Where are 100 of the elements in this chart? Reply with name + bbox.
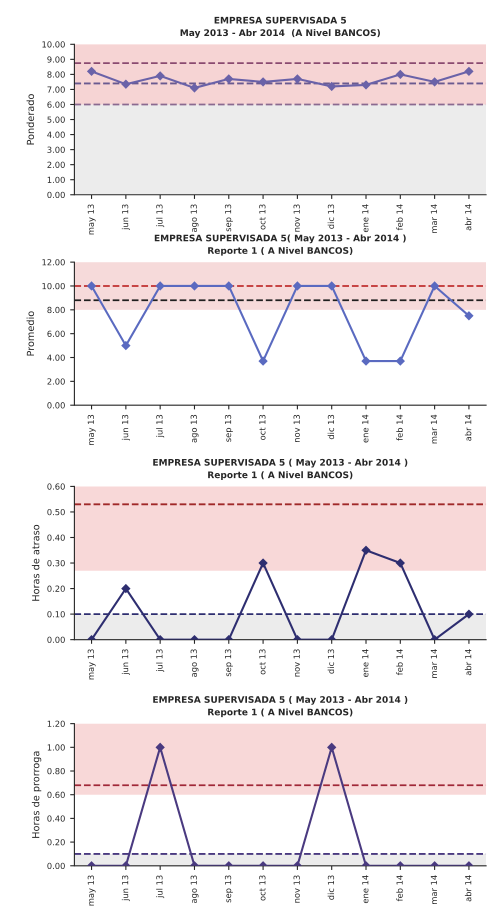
x-tick-label: abr 14 bbox=[464, 204, 472, 230]
x-tick-label: may 13 bbox=[88, 414, 96, 445]
chart-title: EMPRESA SUPERVISADA 5 ( May 2013 - Abr 2014 ) bbox=[153, 458, 408, 468]
chart-subtitle: Reporte 1 ( A Nivel BANCOS) bbox=[208, 708, 352, 718]
y-axis-title: Horas de atraso bbox=[32, 524, 40, 601]
x-tick-label: nov 13 bbox=[294, 875, 300, 903]
chart-title: EMPRESA SUPERVISADA 5 bbox=[214, 16, 346, 24]
chart-title: EMPRESA SUPERVISADA 5 ( May 2013 - Abr 2014 ) bbox=[153, 696, 408, 705]
y-tick-label: 2.00 bbox=[47, 162, 65, 168]
x-tick-label: feb 14 bbox=[396, 649, 403, 676]
y-tick-label: 0.10 bbox=[47, 611, 65, 618]
point bbox=[327, 82, 336, 91]
chart-subtitle: Reporte 1 ( A Nivel BANCOS) bbox=[208, 246, 352, 256]
point bbox=[258, 558, 268, 568]
x-tick-label: jul 13 bbox=[156, 875, 164, 898]
y-tick-label: 1.00 bbox=[48, 744, 65, 751]
point bbox=[362, 356, 370, 366]
point bbox=[156, 282, 165, 290]
y-tick-label: 8.00 bbox=[47, 306, 65, 314]
x-tick-label: dic 13 bbox=[328, 875, 334, 900]
x-tick-label: jun 13 bbox=[122, 875, 130, 902]
point bbox=[362, 80, 370, 90]
y-tick-label: 0.50 bbox=[47, 508, 65, 516]
x-tick-label: mar 14 bbox=[430, 649, 438, 678]
y-tick-label: 7.00 bbox=[48, 86, 65, 93]
point bbox=[224, 74, 234, 84]
x-tick-label: abr 14 bbox=[464, 649, 472, 676]
point bbox=[292, 282, 302, 290]
x-tick-label: jul 13 bbox=[156, 414, 164, 438]
point bbox=[464, 66, 474, 76]
x-tick-label: nov 13 bbox=[294, 414, 300, 442]
x-tick-label: may 13 bbox=[88, 204, 96, 234]
y-axis-title: Horas de prorroga bbox=[32, 751, 42, 838]
y-tick-label: 0.40 bbox=[47, 534, 65, 541]
y-tick-label: 6.00 bbox=[47, 330, 65, 337]
chart-subtitle: May 2013 - Abr 2014 (A Nivel BANCOS) bbox=[180, 29, 380, 38]
y-tick-label: 10.00 bbox=[42, 41, 65, 48]
x-tick-label: ene 14 bbox=[362, 204, 368, 232]
point bbox=[224, 282, 234, 290]
x-tick-label: jun 13 bbox=[122, 204, 130, 230]
y-tick-label: 4.00 bbox=[47, 132, 65, 138]
y-tick-label: 1.00 bbox=[48, 176, 65, 183]
y-tick-label: 0.30 bbox=[47, 560, 65, 566]
chart-subtitle: Reporte 1 ( A Nivel BANCOS) bbox=[208, 471, 352, 480]
y-tick-label: 6.00 bbox=[47, 101, 65, 108]
x-tick-label: ago 13 bbox=[190, 649, 199, 677]
x-tick-label: ago 13 bbox=[190, 414, 199, 442]
y-tick-label: 0.00 bbox=[47, 862, 65, 870]
x-tick-label: sep 13 bbox=[224, 649, 233, 676]
x-tick-label: mar 14 bbox=[430, 204, 438, 233]
x-tick-label: ago 13 bbox=[190, 204, 199, 232]
y-tick-label: 9.00 bbox=[47, 56, 65, 63]
chart-title: EMPRESA SUPERVISADA 5( May 2013 - Abr 2014 ) bbox=[154, 234, 406, 244]
point bbox=[121, 80, 130, 89]
point bbox=[396, 558, 405, 568]
x-tick-label: ago 13 bbox=[190, 875, 199, 904]
point bbox=[156, 71, 165, 80]
y-tick-label: 4.00 bbox=[47, 354, 65, 361]
y-tick-label: 1.20 bbox=[48, 720, 65, 727]
y-tick-label: 0.00 bbox=[47, 192, 65, 198]
x-tick-label: dic 13 bbox=[328, 204, 334, 229]
y-tick-label: 12.00 bbox=[42, 259, 65, 266]
x-tick-label: abr 14 bbox=[464, 875, 472, 902]
y-tick-label: 0.60 bbox=[47, 483, 65, 490]
y-axis-title: Promedio bbox=[26, 311, 34, 356]
x-tick-label: feb 14 bbox=[396, 204, 403, 230]
x-tick-label: mar 14 bbox=[430, 414, 438, 444]
y-tick-label: 0.20 bbox=[47, 839, 65, 846]
point bbox=[430, 77, 440, 86]
x-tick-label: jul 13 bbox=[156, 649, 164, 672]
y-tick-label: 2.00 bbox=[47, 378, 65, 385]
point bbox=[464, 311, 474, 320]
y-tick-label: 0.20 bbox=[47, 586, 65, 592]
y-tick-label: 10.00 bbox=[42, 282, 65, 290]
x-tick-label: abr 14 bbox=[464, 414, 472, 441]
point bbox=[258, 356, 268, 366]
x-tick-label: mar 14 bbox=[430, 875, 438, 904]
x-tick-label: dic 13 bbox=[328, 414, 334, 440]
point bbox=[121, 584, 130, 594]
x-tick-label: jun 13 bbox=[122, 649, 130, 675]
point bbox=[292, 74, 302, 84]
y-tick-label: 0.40 bbox=[47, 815, 65, 822]
x-tick-label: ene 14 bbox=[362, 649, 368, 677]
x-tick-label: oct 13 bbox=[259, 204, 266, 230]
x-tick-label: may 13 bbox=[88, 649, 96, 680]
point bbox=[190, 282, 199, 290]
y-axis-title: Ponderado bbox=[26, 94, 34, 144]
point bbox=[190, 83, 199, 92]
x-tick-label: ene 14 bbox=[362, 414, 368, 443]
x-tick-label: jul 13 bbox=[156, 204, 164, 228]
x-tick-label: sep 13 bbox=[224, 414, 233, 442]
y-tick-label: 0.60 bbox=[47, 792, 65, 798]
point bbox=[362, 546, 370, 555]
x-tick-label: ene 14 bbox=[362, 875, 368, 904]
y-tick-label: 8.00 bbox=[47, 71, 65, 78]
point bbox=[396, 70, 405, 79]
point bbox=[396, 356, 405, 366]
x-tick-label: feb 14 bbox=[396, 875, 403, 902]
x-tick-label: oct 13 bbox=[259, 875, 266, 901]
x-tick-label: dic 13 bbox=[328, 649, 334, 674]
